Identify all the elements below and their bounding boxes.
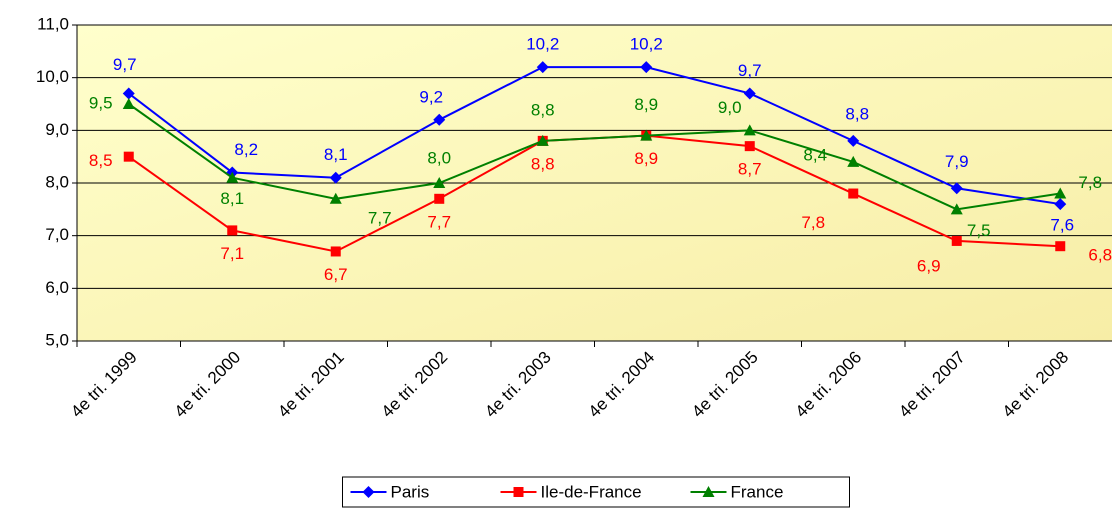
data-label: 9,5 [89, 93, 113, 112]
data-label: 6,8 [1088, 246, 1112, 265]
data-label: 7,1 [220, 244, 244, 263]
marker [329, 192, 342, 204]
legend-label: France [731, 482, 784, 501]
marker [743, 124, 756, 136]
data-label: 8,0 [427, 148, 451, 167]
data-label: 6,7 [324, 265, 348, 284]
data-label: 8,8 [845, 104, 869, 123]
data-label: 8,9 [634, 95, 658, 114]
marker [1055, 241, 1066, 252]
y-tick-label: 10,0 [36, 67, 69, 86]
x-tick-label: 4e tri. 2000 [171, 348, 245, 422]
y-tick-label: 5,0 [45, 330, 69, 349]
marker [640, 129, 653, 141]
marker [847, 155, 860, 167]
data-label: 7,8 [1078, 173, 1102, 192]
data-label: 7,8 [801, 213, 825, 232]
marker [702, 486, 715, 497]
marker [433, 177, 446, 188]
data-label: 10,2 [630, 35, 663, 54]
x-tick-label: 4e tri. 2001 [274, 348, 348, 422]
data-label: 8,2 [234, 140, 258, 159]
data-label: 8,1 [220, 189, 244, 208]
data-label: 8,8 [531, 154, 555, 173]
data-label: 8,7 [738, 160, 762, 179]
marker [744, 141, 755, 152]
legend: Paris Ile-de-France France [342, 476, 850, 508]
marker [950, 182, 963, 195]
marker [847, 134, 860, 147]
legend-label: Ile-de-France [541, 482, 642, 501]
marker [227, 225, 238, 236]
marker [1054, 187, 1067, 199]
data-label: 9,2 [419, 87, 443, 106]
marker [950, 203, 963, 215]
y-tick-label: 7,0 [45, 225, 69, 244]
x-tick-label: 4e tri. 2003 [481, 348, 555, 422]
x-tick-label: 4e tri. 2004 [585, 348, 659, 422]
x-tick-label: 4e tri. 2007 [895, 348, 969, 422]
data-label: 9,7 [738, 61, 762, 80]
marker [848, 188, 859, 199]
x-tick-label: 4e tri. 2005 [688, 348, 762, 422]
x-tick-label: 4e tri. 2002 [378, 348, 452, 422]
marker [329, 171, 342, 184]
data-label: 7,5 [967, 221, 991, 240]
marker [536, 134, 549, 146]
y-tick-label: 11,0 [37, 14, 69, 33]
marker [743, 87, 756, 100]
data-label: 7,9 [945, 152, 969, 171]
data-label: 7,7 [427, 212, 451, 231]
data-label: 9,7 [113, 55, 137, 74]
marker [640, 61, 653, 74]
marker [226, 171, 239, 183]
legend-box [342, 476, 850, 508]
data-label: 7,7 [368, 208, 392, 227]
y-tick-label: 8,0 [45, 172, 69, 191]
series-line [128, 103, 1061, 211]
x-tick-label: 4e tri. 2008 [999, 348, 1073, 422]
data-label: 10,2 [526, 35, 559, 54]
data-label: 7,6 [1050, 216, 1074, 235]
marker [122, 98, 135, 109]
marker [434, 193, 445, 204]
marker [123, 151, 134, 162]
marker [122, 87, 135, 100]
x-tick-label: 4e tri. 1999 [67, 348, 141, 422]
y-tick-label: 6,0 [45, 278, 69, 297]
data-label: 8,9 [634, 149, 658, 168]
y-tick-label: 9,0 [45, 120, 69, 139]
series-line [128, 66, 1061, 206]
marker [362, 486, 375, 498]
data-label: 8,1 [324, 145, 348, 164]
data-label: 9,0 [718, 98, 742, 117]
data-label: 6,9 [917, 256, 941, 275]
marker [433, 113, 446, 126]
marker [1054, 198, 1067, 211]
data-label: 8,4 [803, 145, 827, 164]
marker [513, 487, 524, 497]
data-label: 8,8 [531, 100, 555, 119]
x-tick-label: 4e tri. 2006 [792, 348, 866, 422]
marker [951, 235, 962, 246]
marker [330, 246, 341, 257]
marker [536, 61, 549, 74]
data-label: 8,5 [89, 151, 113, 170]
legend-label: Paris [391, 482, 430, 501]
